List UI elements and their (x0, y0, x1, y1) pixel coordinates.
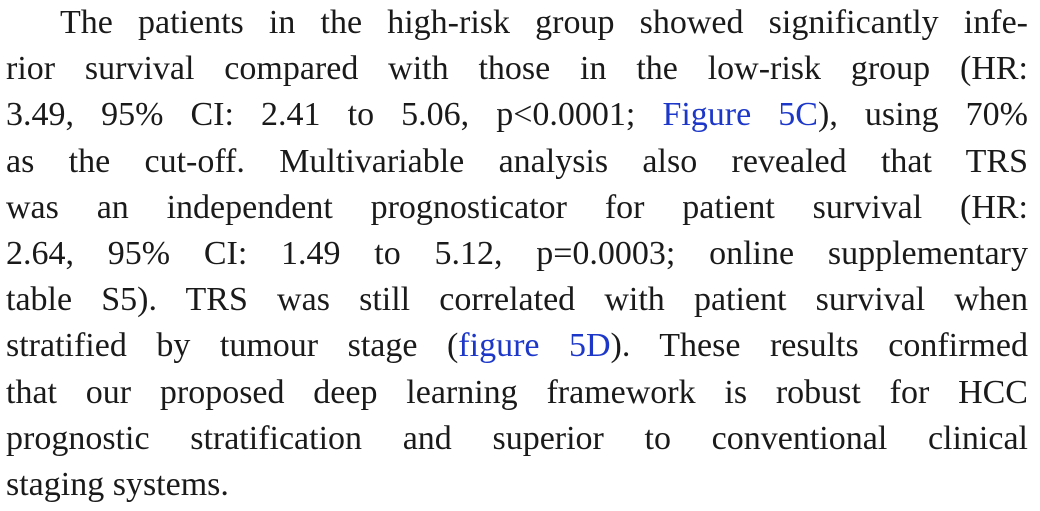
paragraph-line-11: staging systems. (6, 465, 229, 503)
paragraph-line-4: as the cut-off. Multivariable analysis a… (6, 142, 1028, 180)
figure-5d-link[interactable]: figure 5D (458, 327, 611, 365)
line-8-tail: ). These results confirmed (610, 327, 1028, 365)
figure-5c-link[interactable]: Figure 5C (662, 96, 818, 134)
paragraph-line-1: The patients in the high-risk group show… (60, 4, 1028, 41)
paragraph-line-7: table S5). TRS was still correlated with… (6, 281, 1028, 319)
paragraph-line-2: rior survival compared with those in the… (6, 50, 1028, 88)
paragraph-line-5: was an independent prognosticator for pa… (6, 188, 1028, 226)
paragraph-line-8: stratified by tumour stage (figure 5D). … (6, 323, 1028, 369)
line-3-tail: ), using 70% (818, 96, 1028, 134)
body-paragraph: The patients in the high-risk group show… (6, 0, 1032, 511)
paragraph-line-6: 2.64, 95% CI: 1.49 to 5.12, p=0.0003; on… (6, 234, 1028, 272)
paragraph-line-10: prognostic stratification and superior t… (6, 419, 1028, 457)
paragraph-line-3: 3.49, 95% CI: 2.41 to 5.06, p<0.0001; Fi… (6, 92, 1028, 138)
line-8-text: stratified by tumour stage ( (6, 327, 459, 365)
paragraph-line-9: that our proposed deep learning framewor… (6, 373, 1028, 411)
line-3-text: 3.49, 95% CI: 2.41 to 5.06, p<0.0001; (6, 96, 663, 134)
